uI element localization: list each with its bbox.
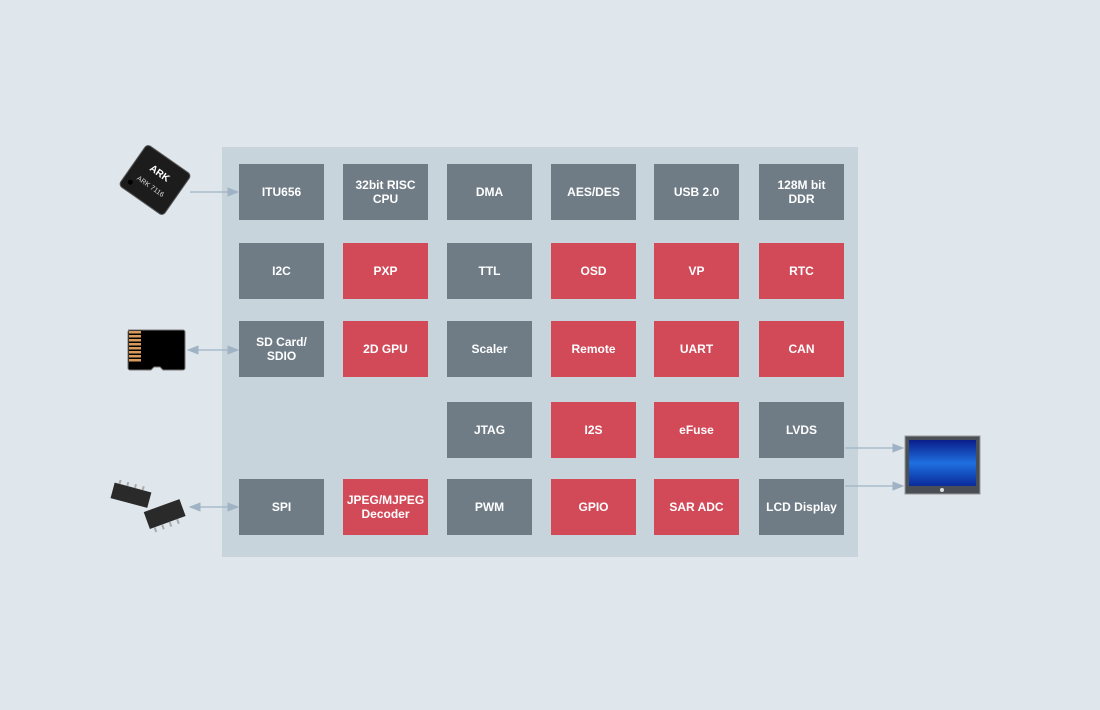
block-sar-adc: SAR ADC — [654, 479, 739, 535]
block-jpeg-mjpeg-decoder: JPEG/MJPEG Decoder — [343, 479, 428, 535]
block-i2s: I2S — [551, 402, 636, 458]
block-usb-2-0: USB 2.0 — [654, 164, 739, 220]
block-osd: OSD — [551, 243, 636, 299]
block-gpio: GPIO — [551, 479, 636, 535]
block-32bit-risc-cpu: 32bit RISC CPU — [343, 164, 428, 220]
block-rtc: RTC — [759, 243, 844, 299]
block-remote: Remote — [551, 321, 636, 377]
block-spi: SPI — [239, 479, 324, 535]
lcd-monitor-icon — [904, 435, 981, 495]
block-aes-des: AES/DES — [551, 164, 636, 220]
block-lcd-display: LCD Display — [759, 479, 844, 535]
block-efuse: eFuse — [654, 402, 739, 458]
soc-panel — [222, 147, 858, 557]
block-ttl: TTL — [447, 243, 532, 299]
block-sd-card-sdio: SD Card/ SDIO — [239, 321, 324, 377]
soic8-flash-chip-icon — [110, 479, 186, 533]
block-pwm: PWM — [447, 479, 532, 535]
microsd-card-icon — [127, 329, 186, 371]
block-vp: VP — [654, 243, 739, 299]
block-128m-bit-ddr: 128M bit DDR — [759, 164, 844, 220]
block-uart: UART — [654, 321, 739, 377]
block-dma: DMA — [447, 164, 532, 220]
block-can: CAN — [759, 321, 844, 377]
block-itu656: ITU656 — [239, 164, 324, 220]
block-2d-gpu: 2D GPU — [343, 321, 428, 377]
block-pxp: PXP — [343, 243, 428, 299]
block-jtag: JTAG — [447, 402, 532, 458]
block-i2c: I2C — [239, 243, 324, 299]
block-scaler: Scaler — [447, 321, 532, 377]
block-lvds: LVDS — [759, 402, 844, 458]
ark-chip-icon: ARK ARK 7116 — [119, 145, 191, 215]
